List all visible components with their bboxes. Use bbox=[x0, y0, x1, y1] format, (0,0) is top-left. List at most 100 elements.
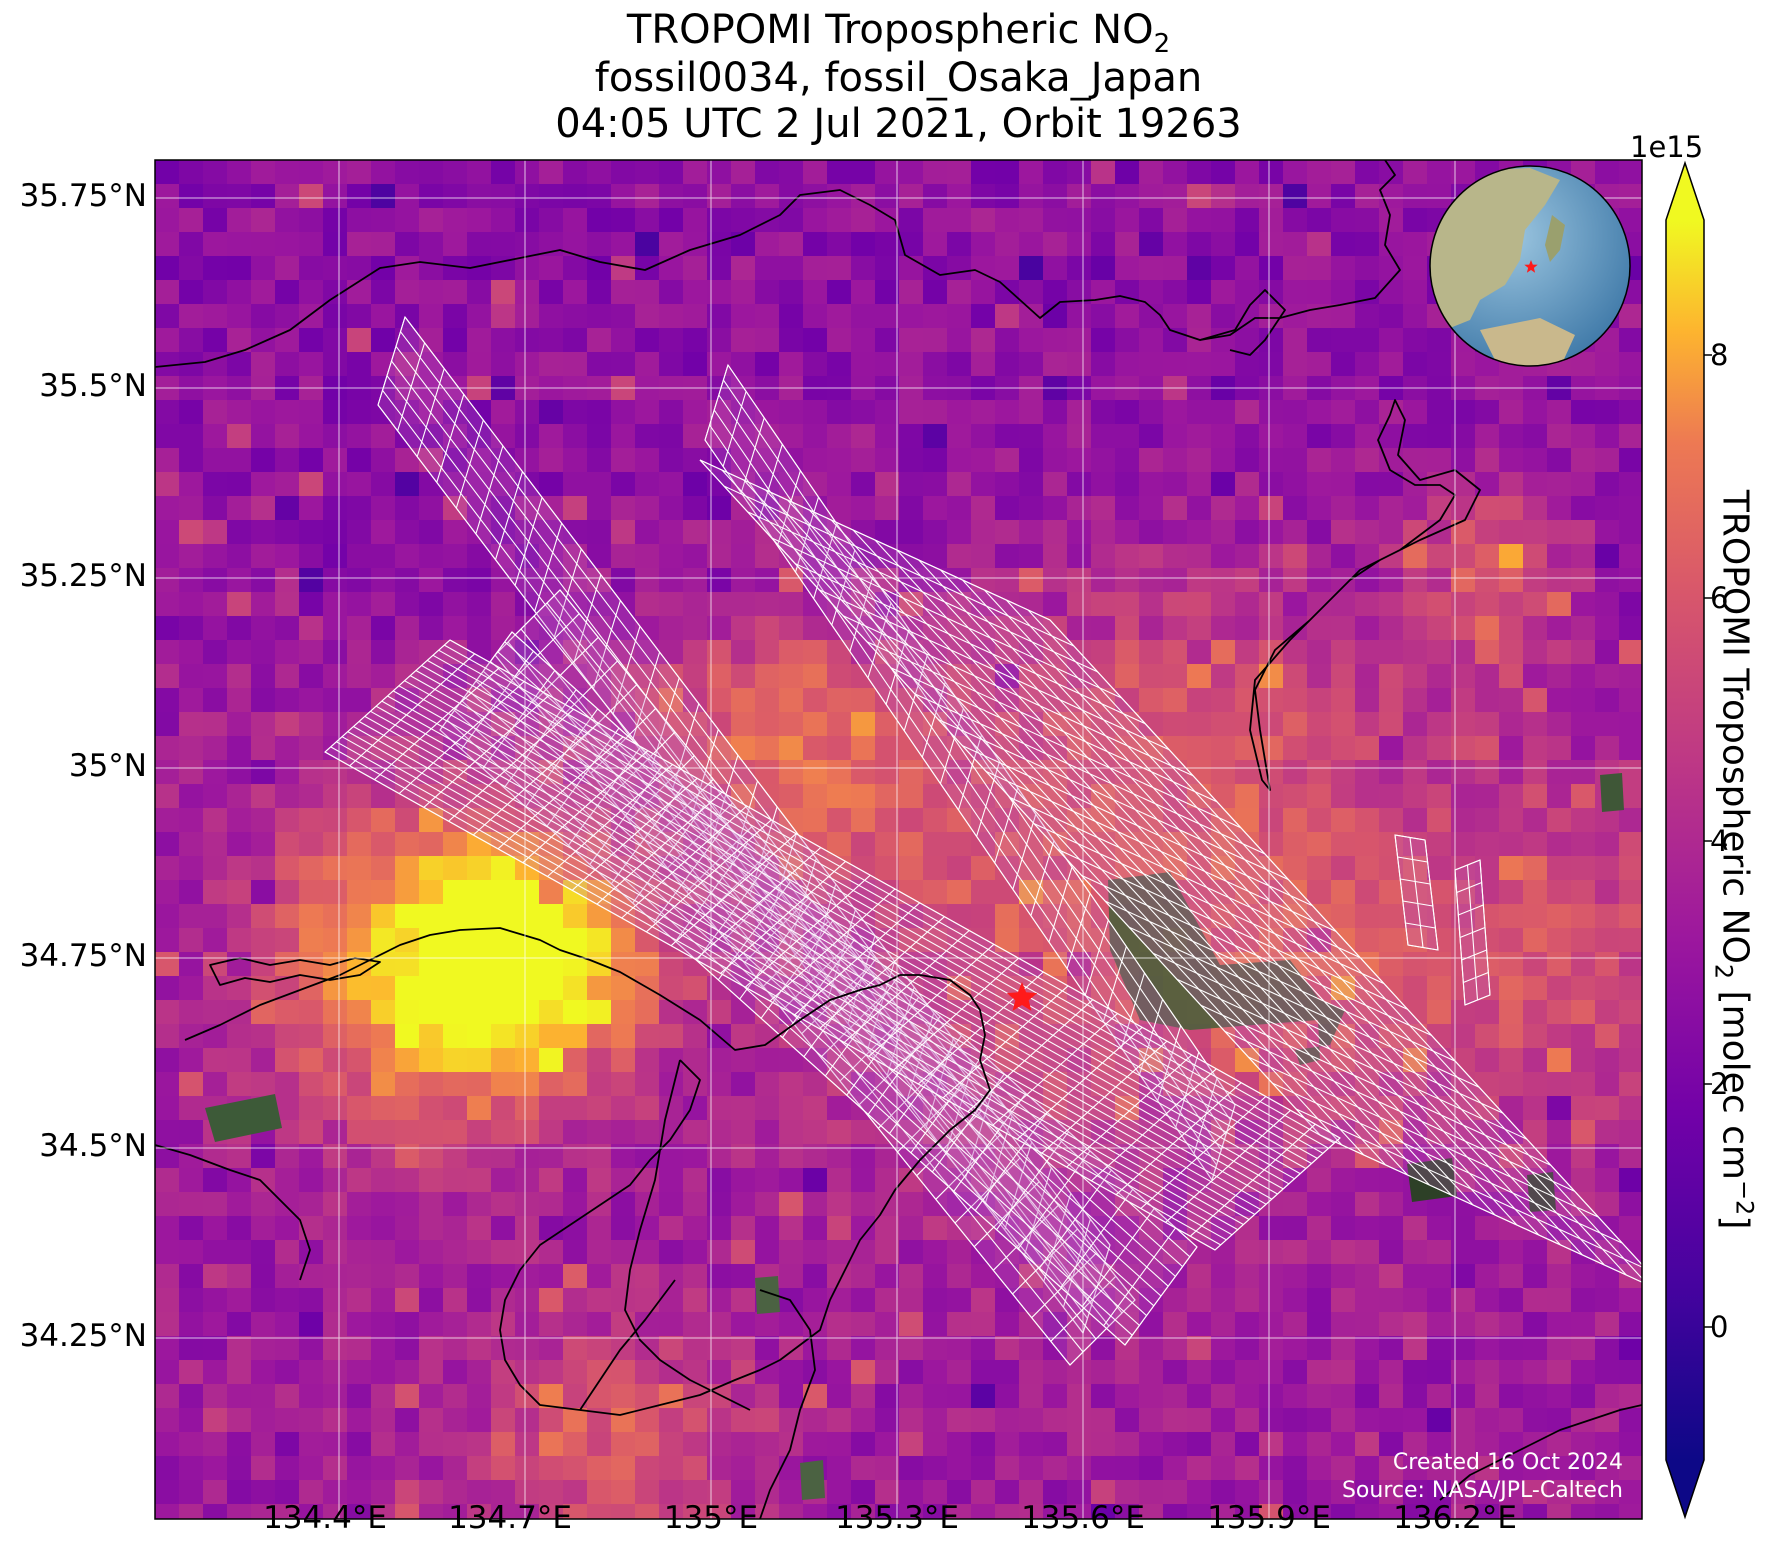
no2-pixel bbox=[1235, 448, 1259, 472]
no2-pixel bbox=[251, 1192, 275, 1216]
no2-pixel bbox=[227, 784, 251, 808]
no2-pixel bbox=[539, 448, 563, 472]
no2-pixel bbox=[995, 280, 1019, 304]
no2-pixel bbox=[1379, 640, 1403, 664]
no2-pixel bbox=[1427, 904, 1451, 928]
no2-pixel bbox=[947, 280, 971, 304]
no2-pixel bbox=[1331, 160, 1355, 184]
no2-pixel bbox=[1139, 592, 1163, 616]
no2-pixel bbox=[179, 1264, 203, 1288]
no2-pixel bbox=[635, 232, 659, 256]
no2-pixel bbox=[1595, 1000, 1619, 1024]
no2-pixel bbox=[1163, 352, 1187, 376]
no2-pixel bbox=[275, 1384, 299, 1408]
no2-pixel bbox=[1091, 208, 1115, 232]
no2-pixel bbox=[299, 784, 323, 808]
no2-pixel bbox=[1307, 256, 1331, 280]
no2-pixel bbox=[1499, 592, 1523, 616]
no2-pixel bbox=[1115, 448, 1139, 472]
no2-pixel bbox=[1355, 1216, 1379, 1240]
no2-pixel bbox=[155, 184, 179, 208]
no2-pixel bbox=[275, 1192, 299, 1216]
no2-pixel bbox=[755, 568, 779, 592]
no2-pixel bbox=[323, 544, 347, 568]
no2-pixel bbox=[395, 784, 419, 808]
no2-pixel bbox=[179, 1240, 203, 1264]
no2-pixel bbox=[1523, 1048, 1547, 1072]
no2-pixel bbox=[1427, 400, 1451, 424]
no2-pixel bbox=[1235, 736, 1259, 760]
no2-pixel bbox=[1139, 544, 1163, 568]
no2-pixel bbox=[1403, 784, 1427, 808]
no2-pixel bbox=[1427, 592, 1451, 616]
no2-pixel bbox=[203, 616, 227, 640]
no2-pixel bbox=[155, 640, 179, 664]
no2-pixel bbox=[1571, 448, 1595, 472]
no2-pixel bbox=[227, 736, 251, 760]
no2-pixel bbox=[467, 952, 491, 976]
no2-pixel bbox=[923, 1312, 947, 1336]
no2-pixel bbox=[1379, 1384, 1403, 1408]
no2-pixel bbox=[1283, 1432, 1307, 1456]
no2-pixel bbox=[851, 712, 875, 736]
no2-pixel bbox=[1355, 472, 1379, 496]
no2-pixel bbox=[1307, 1288, 1331, 1312]
no2-pixel bbox=[371, 664, 395, 688]
no2-pixel bbox=[1523, 880, 1547, 904]
no2-pixel bbox=[515, 1288, 539, 1312]
no2-pixel bbox=[1475, 832, 1499, 856]
no2-pixel bbox=[587, 1264, 611, 1288]
no2-pixel bbox=[1331, 1312, 1355, 1336]
no2-pixel bbox=[1307, 424, 1331, 448]
no2-pixel bbox=[419, 832, 443, 856]
no2-pixel bbox=[803, 1168, 827, 1192]
no2-pixel bbox=[491, 808, 515, 832]
no2-pixel bbox=[203, 328, 227, 352]
no2-pixel bbox=[611, 1456, 635, 1480]
no2-pixel bbox=[1571, 688, 1595, 712]
no2-pixel bbox=[1619, 1360, 1642, 1384]
no2-pixel bbox=[491, 1456, 515, 1480]
no2-pixel bbox=[443, 1120, 467, 1144]
no2-pixel bbox=[731, 352, 755, 376]
no2-pixel bbox=[395, 1096, 419, 1120]
no2-pixel bbox=[227, 1384, 251, 1408]
no2-pixel bbox=[1475, 784, 1499, 808]
no2-pixel bbox=[1427, 568, 1451, 592]
no2-pixel bbox=[1067, 232, 1091, 256]
no2-pixel bbox=[1283, 472, 1307, 496]
no2-pixel bbox=[899, 1312, 923, 1336]
no2-pixel bbox=[1499, 880, 1523, 904]
no2-pixel bbox=[251, 520, 275, 544]
no2-pixel bbox=[1379, 928, 1403, 952]
no2-pixel bbox=[275, 928, 299, 952]
no2-pixel bbox=[1547, 1072, 1571, 1096]
no2-pixel bbox=[611, 328, 635, 352]
no2-pixel bbox=[1619, 904, 1642, 928]
no2-pixel bbox=[275, 1456, 299, 1480]
no2-pixel bbox=[155, 1312, 179, 1336]
no2-pixel bbox=[1259, 592, 1283, 616]
no2-pixel bbox=[1547, 976, 1571, 1000]
no2-pixel bbox=[1283, 1216, 1307, 1240]
no2-pixel bbox=[731, 520, 755, 544]
no2-pixel bbox=[203, 1192, 227, 1216]
no2-pixel bbox=[563, 184, 587, 208]
no2-pixel bbox=[1499, 1264, 1523, 1288]
no2-pixel bbox=[1307, 184, 1331, 208]
no2-pixel bbox=[443, 208, 467, 232]
no2-pixel bbox=[323, 448, 347, 472]
no2-pixel bbox=[467, 352, 491, 376]
no2-pixel bbox=[347, 784, 371, 808]
no2-pixel bbox=[731, 544, 755, 568]
no2-pixel bbox=[1019, 592, 1043, 616]
no2-pixel bbox=[1091, 256, 1115, 280]
no2-pixel bbox=[1499, 784, 1523, 808]
no2-pixel bbox=[1547, 808, 1571, 832]
no2-pixel bbox=[659, 808, 683, 832]
no2-pixel bbox=[683, 1120, 707, 1144]
no2-pixel bbox=[947, 784, 971, 808]
no2-pixel bbox=[371, 880, 395, 904]
no2-pixel bbox=[899, 496, 923, 520]
no2-pixel bbox=[1067, 400, 1091, 424]
